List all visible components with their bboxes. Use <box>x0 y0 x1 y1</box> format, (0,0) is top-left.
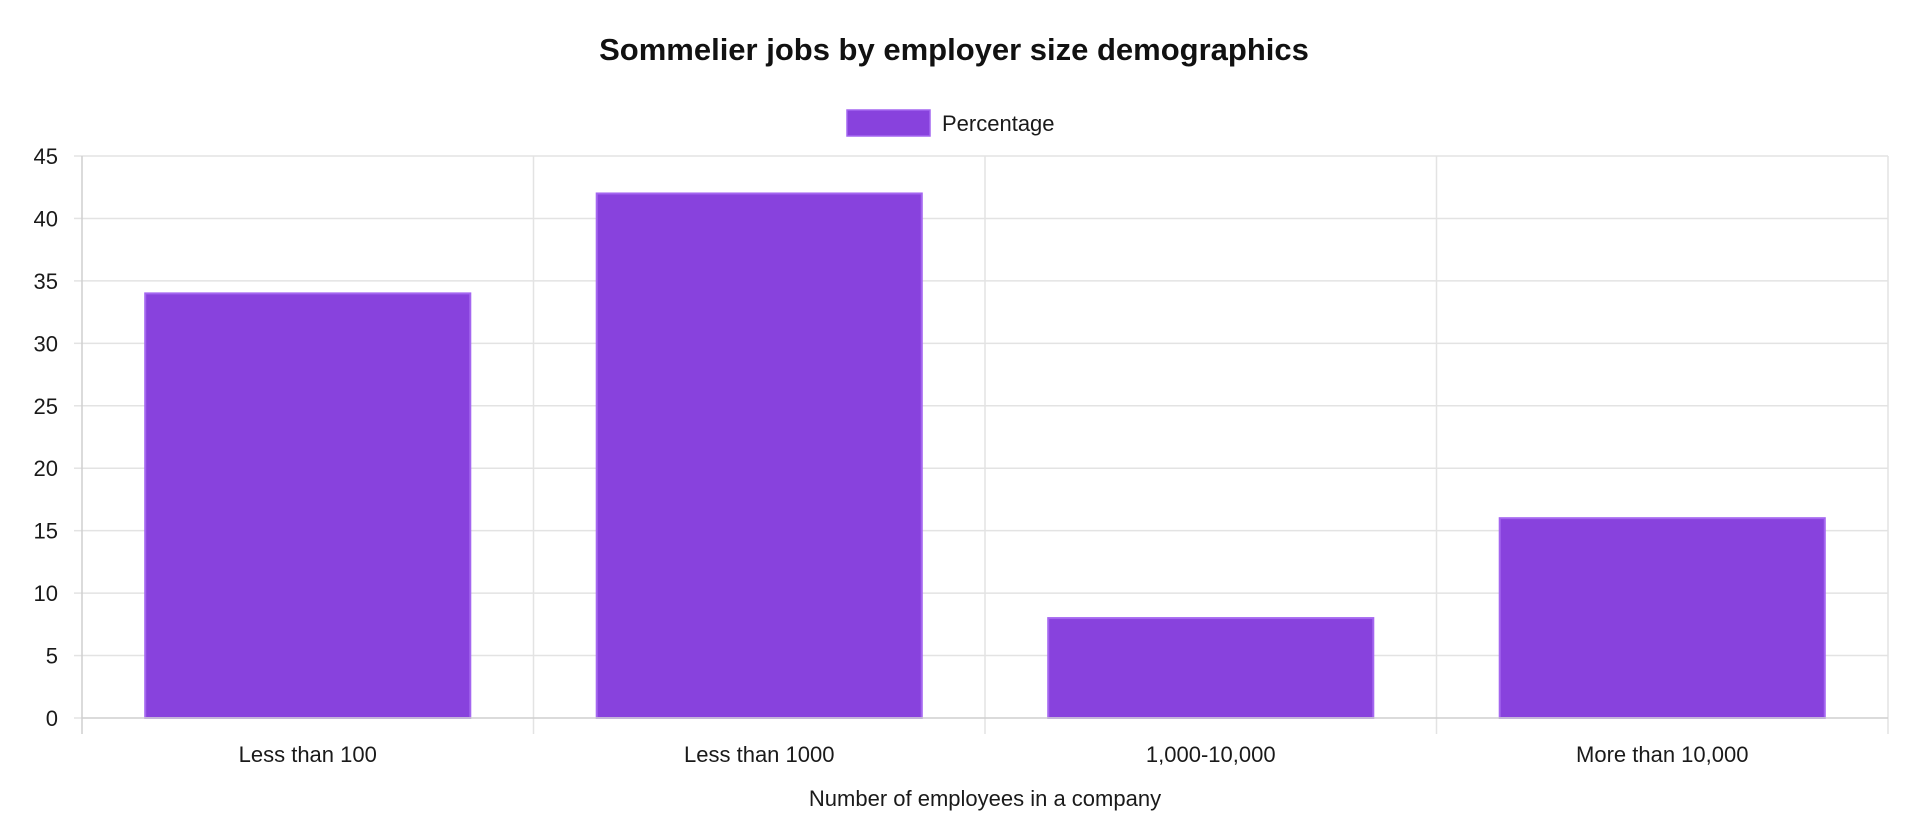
y-tick-label: 25 <box>34 394 58 419</box>
bar[interactable] <box>1047 617 1375 719</box>
y-tick-label: 40 <box>34 206 58 231</box>
legend[interactable]: Percentage <box>846 109 1055 137</box>
y-tick-label: 5 <box>46 644 58 669</box>
y-tick-label: 10 <box>34 581 58 606</box>
bars <box>144 192 1826 720</box>
y-tick-label: 30 <box>34 331 58 356</box>
legend-label-percentage: Percentage <box>942 111 1055 136</box>
y-tick-label: 20 <box>34 456 58 481</box>
y-tick-label: 15 <box>34 519 58 544</box>
bar[interactable] <box>595 192 923 719</box>
y-tick-label: 0 <box>46 706 58 731</box>
x-axis-label: Number of employees in a company <box>809 786 1161 811</box>
y-tick-label: 45 <box>34 144 58 169</box>
bar[interactable] <box>144 292 472 719</box>
axes: 0 5 10 15 20 25 30 35 40 45 Less than 100 Less than… <box>34 144 1888 767</box>
y-tick-label: 35 <box>34 269 58 294</box>
legend-swatch-percentage <box>846 109 931 137</box>
x-tick-label: 1,000-10,000 <box>1146 742 1276 767</box>
bar[interactable] <box>1498 517 1826 720</box>
x-tick-label: More than 10,000 <box>1576 742 1748 767</box>
x-tick-label: Less than 100 <box>239 742 377 767</box>
chart-title: Sommelier jobs by employer size demograp… <box>599 32 1309 67</box>
x-tick-label: Less than 1000 <box>684 742 834 767</box>
